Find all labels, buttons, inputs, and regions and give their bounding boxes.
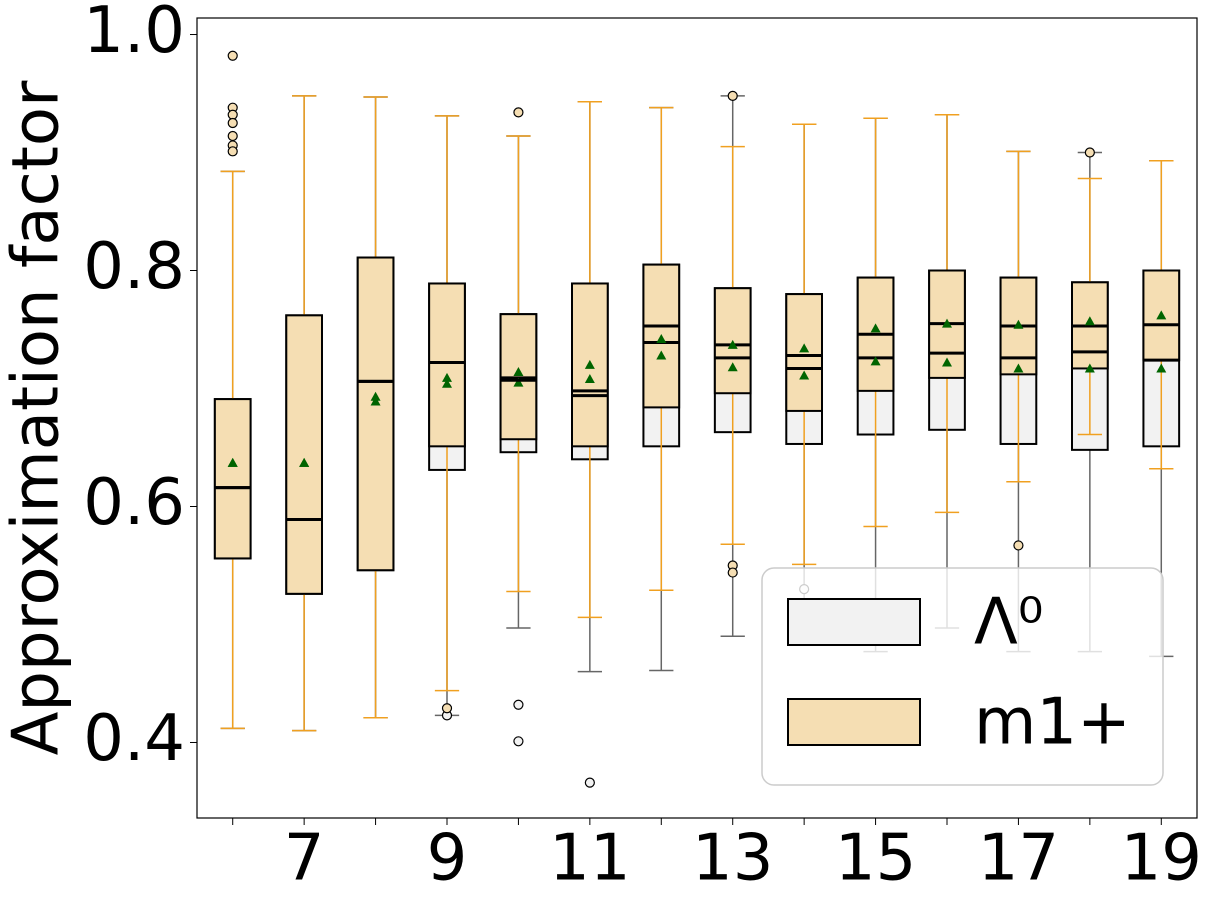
mean-marker (299, 457, 310, 467)
flier (1013, 540, 1024, 551)
flier (227, 109, 238, 120)
box (213, 398, 252, 560)
x-tick-label: 13 (692, 822, 773, 896)
mean-marker (799, 343, 810, 353)
y-axis-label: Approximation factor (0, 80, 74, 755)
mean-marker (584, 374, 595, 384)
y-tick-label: 0.6 (83, 466, 185, 540)
legend-label: Λ⁰ (974, 586, 1043, 660)
legend-label: m1+ (974, 686, 1131, 760)
mean-marker (942, 318, 952, 328)
mean-marker (942, 357, 952, 367)
mean-marker (1156, 310, 1167, 320)
flier (513, 107, 524, 118)
x-tick-label: 9 (427, 822, 468, 896)
mean-marker (513, 377, 524, 387)
mean-marker (1013, 319, 1024, 329)
mean-marker (870, 323, 881, 333)
mean-marker (370, 396, 381, 406)
flier (727, 90, 738, 101)
box (356, 256, 395, 572)
mean-marker (1156, 363, 1167, 373)
x-tick-label: 17 (978, 822, 1059, 896)
mean-marker (227, 457, 238, 467)
mean-marker (1084, 316, 1095, 326)
mean-marker (442, 372, 452, 382)
mean-marker (513, 366, 524, 376)
mean-marker (656, 333, 667, 343)
y-tick-label: 0.8 (83, 230, 185, 304)
x-tick-label: 7 (284, 822, 325, 896)
box (785, 293, 823, 412)
box (713, 287, 752, 395)
x-tick-label: 11 (549, 822, 630, 896)
flier (513, 699, 524, 710)
legend-swatch (787, 698, 921, 746)
x-tick-label: 19 (1121, 822, 1202, 896)
flier (227, 117, 238, 129)
plot-frame (196, 17, 1198, 819)
mean-marker (442, 378, 452, 388)
mean-marker (1013, 363, 1024, 373)
flier (727, 567, 738, 578)
flier (513, 736, 524, 747)
y-tick-label: 0.4 (83, 702, 185, 776)
y-tick-label: 1.0 (83, 0, 185, 68)
box (285, 314, 323, 595)
mean-marker (370, 391, 381, 401)
mean-marker (1084, 363, 1095, 373)
x-tick-label: 15 (835, 822, 916, 896)
flier (227, 130, 238, 142)
mean-marker (799, 370, 810, 380)
legend-swatch (787, 598, 921, 646)
flier (227, 146, 238, 157)
flier (584, 777, 595, 788)
mean-marker (727, 362, 738, 372)
mean-marker (656, 350, 667, 360)
mean-marker (727, 339, 738, 349)
mean-marker (584, 359, 595, 369)
flier (227, 50, 238, 61)
flier (1084, 147, 1095, 158)
box (428, 282, 466, 448)
mean-marker (870, 356, 881, 366)
flier (441, 703, 453, 714)
